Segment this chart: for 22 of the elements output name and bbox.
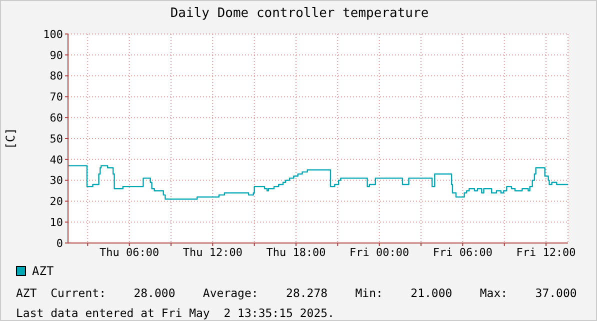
x-tick-label: Thu 06:00 bbox=[100, 246, 160, 259]
y-tick-label: 40 bbox=[50, 153, 63, 166]
x-tick-label: Thu 12:00 bbox=[182, 246, 242, 259]
x-tick-label: Thu 18:00 bbox=[266, 246, 326, 259]
y-tick-label: 90 bbox=[50, 48, 63, 62]
y-tick-label: 30 bbox=[50, 174, 63, 188]
y-tick-label: 0 bbox=[56, 236, 63, 250]
y-tick-label: 10 bbox=[50, 216, 63, 230]
chart-title: Daily Dome controller temperature bbox=[169, 6, 430, 21]
text: AZT Current: 28.000 Average: 28.278 Min: 21.000 Max: 37.000 bbox=[15, 286, 578, 300]
y-axis-title: [C] bbox=[3, 128, 18, 150]
legend-label: AZT bbox=[32, 264, 54, 278]
x-tick-label: Fri 06:00 bbox=[432, 246, 492, 259]
x-tick-label: Fri 00:00 bbox=[350, 246, 410, 259]
y-tick-label: 70 bbox=[50, 90, 63, 104]
text: Last data entered at Fri May 2 13:35:15 2025. bbox=[15, 306, 336, 320]
y-tick-label: 20 bbox=[50, 195, 63, 208]
x-tick-label: Fri 12:00 bbox=[516, 246, 576, 259]
y-tick-label: 50 bbox=[50, 132, 63, 146]
y-tick-label: 80 bbox=[50, 70, 63, 83]
y-tick-label: 60 bbox=[50, 112, 63, 125]
y-tick-label: 100 bbox=[43, 28, 63, 41]
